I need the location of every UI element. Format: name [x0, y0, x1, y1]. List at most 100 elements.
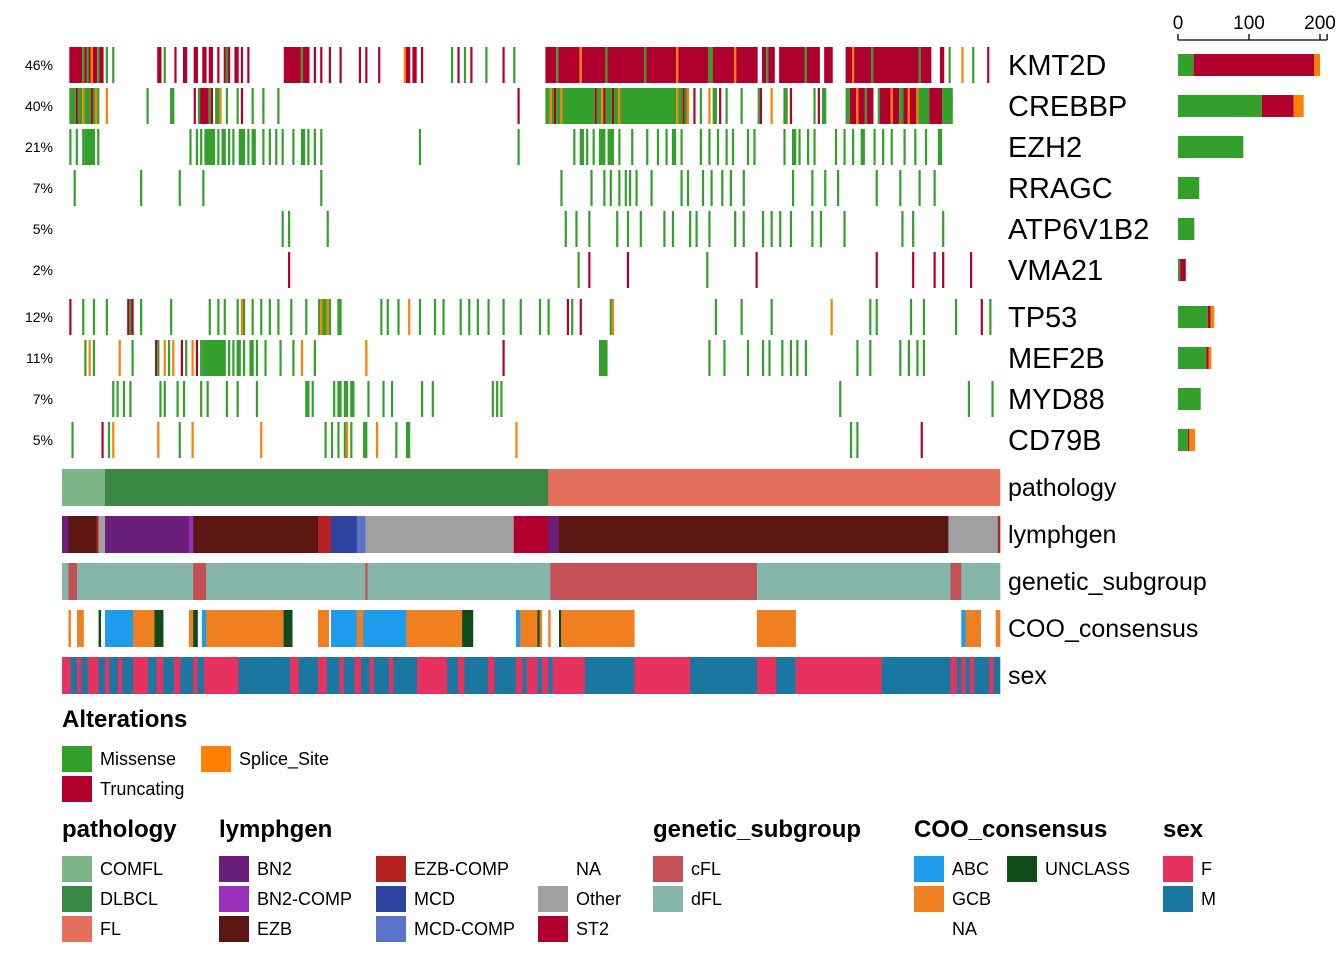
mutation-tile: [942, 88, 953, 124]
annotation-cell-lymphgen: [558, 516, 949, 553]
mutation-tile: [586, 129, 589, 165]
mutation-tile: [155, 340, 158, 376]
mutation-tile: [712, 88, 717, 124]
mutation-tile: [97, 129, 100, 165]
annotation-cell-sex: [795, 657, 882, 694]
mutation-tile: [899, 88, 904, 124]
mutation-tile: [178, 422, 181, 458]
count-axis-tick-label: 200: [1304, 13, 1336, 34]
mutation-tile: [247, 129, 250, 165]
mutation-tile: [807, 47, 820, 83]
mutation-tile: [487, 299, 490, 335]
mutation-tile: [223, 47, 226, 83]
mutation-tile: [869, 299, 872, 335]
mutation-tile: [140, 170, 143, 206]
legend-item-na-lymphgen: NA: [538, 856, 601, 882]
mutation-tile: [699, 88, 702, 124]
mutation-tile: [613, 88, 619, 124]
mutation-tile: [852, 129, 855, 165]
mutation-tile: [300, 47, 304, 83]
legend-swatch: [201, 746, 231, 772]
mutation-tile: [202, 47, 207, 83]
mutation-tile: [858, 88, 865, 124]
count-bar-segment: [1293, 95, 1304, 117]
mutation-tile: [73, 170, 76, 206]
mutation-tile: [189, 129, 192, 165]
count-axis-tick-label: 100: [1233, 13, 1265, 34]
mutation-tile: [708, 340, 711, 376]
mutation-tile: [918, 170, 921, 206]
mutation-tile: [157, 422, 160, 458]
mutation-tile: [605, 47, 608, 83]
mutation-tile: [146, 88, 149, 124]
annotation-cell-lymphgen: [62, 516, 69, 553]
gene-label: VMA21: [1008, 255, 1103, 287]
annotation-cell-lymphgen: [548, 516, 560, 553]
annotation-cell-coo-consensus: [363, 610, 407, 647]
mutation-tile: [92, 340, 96, 376]
mutation-tile: [397, 299, 400, 335]
mutation-tile: [69, 129, 72, 165]
annotation-cell-genetic-subgroup: [558, 563, 758, 600]
legend-item-na-coo: NA: [914, 916, 977, 942]
mutation-tile: [375, 422, 379, 458]
mutation-tile: [408, 299, 411, 335]
mutation-tile: [618, 170, 621, 206]
mutation-tile: [854, 47, 872, 83]
mutation-tile: [871, 47, 874, 83]
mutation-tile: [206, 381, 209, 417]
legend-label: F: [1201, 858, 1212, 879]
mutation-tile: [337, 299, 342, 335]
mutation-tile: [770, 299, 773, 335]
gene-percent: 12%: [25, 309, 53, 325]
annotation-cell-sex: [541, 657, 549, 694]
mutation-tile: [929, 88, 943, 124]
mutation-tile: [746, 129, 750, 165]
annotation-cell-sex: [756, 657, 777, 694]
annotation-cell-coo-consensus: [330, 610, 358, 647]
legend-label: NA: [576, 858, 602, 879]
count-bar-segment: [1178, 136, 1244, 158]
annotation-cell-sex: [552, 657, 586, 694]
mutation-tile: [746, 340, 750, 376]
mutation-tile: [88, 340, 91, 376]
mutation-tile: [912, 211, 915, 247]
mutation-tile: [159, 381, 162, 417]
legend-swatch: [219, 856, 249, 882]
mutation-tile: [601, 88, 604, 124]
annotation-cell-sex: [993, 657, 1001, 694]
gene-label: MEF2B: [1008, 343, 1105, 375]
legend-swatch: [1163, 886, 1193, 912]
annotation-cell-sex: [298, 657, 319, 694]
annotation-cell-sex: [318, 657, 327, 694]
mutation-tile: [901, 211, 904, 247]
annotation-cell-sex: [776, 657, 796, 694]
mutation-tile: [418, 129, 422, 165]
mutation-tile: [305, 299, 308, 335]
legend-label: cFL: [691, 858, 722, 879]
mutation-tile: [200, 88, 209, 124]
mutation-tile: [680, 170, 683, 206]
annotation-cell-sex: [98, 657, 106, 694]
legend-label: BN2-COMP: [257, 888, 353, 909]
gene-percent: 2%: [33, 262, 53, 278]
mutation-tile: [311, 381, 314, 417]
mutation-tile: [942, 211, 945, 247]
mutation-tile: [236, 340, 241, 376]
mutation-tile: [779, 47, 805, 83]
annotation-cell-genetic-subgroup: [206, 563, 366, 600]
count-bar-segment: [1180, 259, 1186, 281]
mutation-tile: [172, 340, 175, 376]
mutation-tile: [343, 422, 346, 458]
mutation-tile: [264, 340, 267, 376]
mutation-tile: [571, 299, 574, 335]
annotation-cell-sex: [522, 657, 527, 694]
count-bar-segment: [1178, 259, 1181, 281]
annotation-cell-genetic-subgroup: [77, 563, 194, 600]
mutation-tile: [279, 340, 282, 376]
legend-item-dlbcl: DLBCL: [62, 886, 158, 912]
mutation-tile: [553, 88, 557, 124]
mutation-tile: [170, 299, 173, 335]
mutation-tile: [358, 47, 361, 83]
legend-item-bn2: BN2: [219, 856, 292, 882]
